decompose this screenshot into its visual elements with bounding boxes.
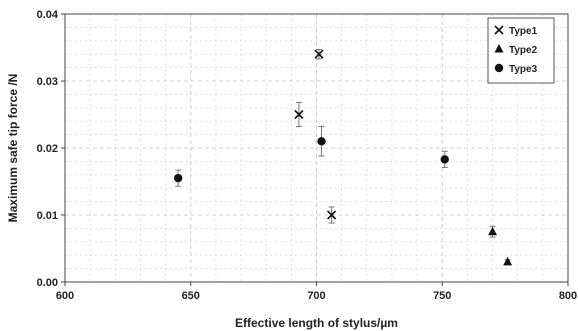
- data-point-type3: [317, 126, 326, 157]
- y-tick-label: 0.01: [37, 210, 58, 222]
- legend-item-type3: Type3: [494, 63, 538, 75]
- x-tick-label: 800: [559, 290, 577, 302]
- legend-label: Type2: [509, 45, 538, 56]
- y-tick-label: 0.04: [37, 9, 59, 21]
- marker-triangle: [503, 256, 513, 266]
- y-tick-label: 0.00: [37, 277, 58, 289]
- data-points: [173, 49, 513, 266]
- legend-item-type2: Type2: [494, 44, 538, 56]
- data-point-type3: [173, 169, 183, 187]
- legend-marker-circle: [494, 63, 504, 73]
- data-point-type1: [314, 49, 324, 60]
- data-point-type3: [440, 150, 449, 168]
- marker-circle: [317, 137, 326, 146]
- legend: Type1 Type2 Type3: [487, 17, 555, 84]
- data-point-type1: [294, 101, 304, 128]
- data-point-type1: [327, 206, 337, 224]
- x-axis-title: Effective length of stylus/µm: [235, 316, 398, 330]
- y-axis-title: Maximum safe tip force /N: [6, 74, 20, 223]
- y-tick-label: 0.03: [37, 76, 58, 88]
- y-tick-label: 0.02: [37, 143, 58, 155]
- axis-ticks: 600 650 700 750 800 0.00 0.01 0.02 0.03 0.04: [37, 9, 578, 302]
- marker-x: [314, 49, 324, 59]
- data-point-type2: [503, 256, 513, 266]
- legend-item-type1: Type1: [494, 25, 538, 37]
- marker-triangle: [488, 226, 498, 236]
- legend-marker-x: [494, 25, 504, 35]
- marker-circle: [173, 173, 183, 183]
- legend-label: Type3: [509, 64, 538, 75]
- data-point-type2: [488, 225, 498, 238]
- legend-label: Type1: [509, 26, 538, 37]
- marker-circle: [440, 155, 449, 164]
- x-tick-label: 700: [307, 290, 325, 302]
- marker-x: [294, 109, 304, 120]
- grid: [64, 13, 569, 283]
- marker-x: [327, 210, 337, 220]
- x-tick-label: 600: [56, 290, 74, 302]
- x-tick-label: 750: [433, 290, 451, 302]
- legend-marker-triangle: [494, 44, 504, 53]
- x-tick-label: 650: [182, 290, 200, 302]
